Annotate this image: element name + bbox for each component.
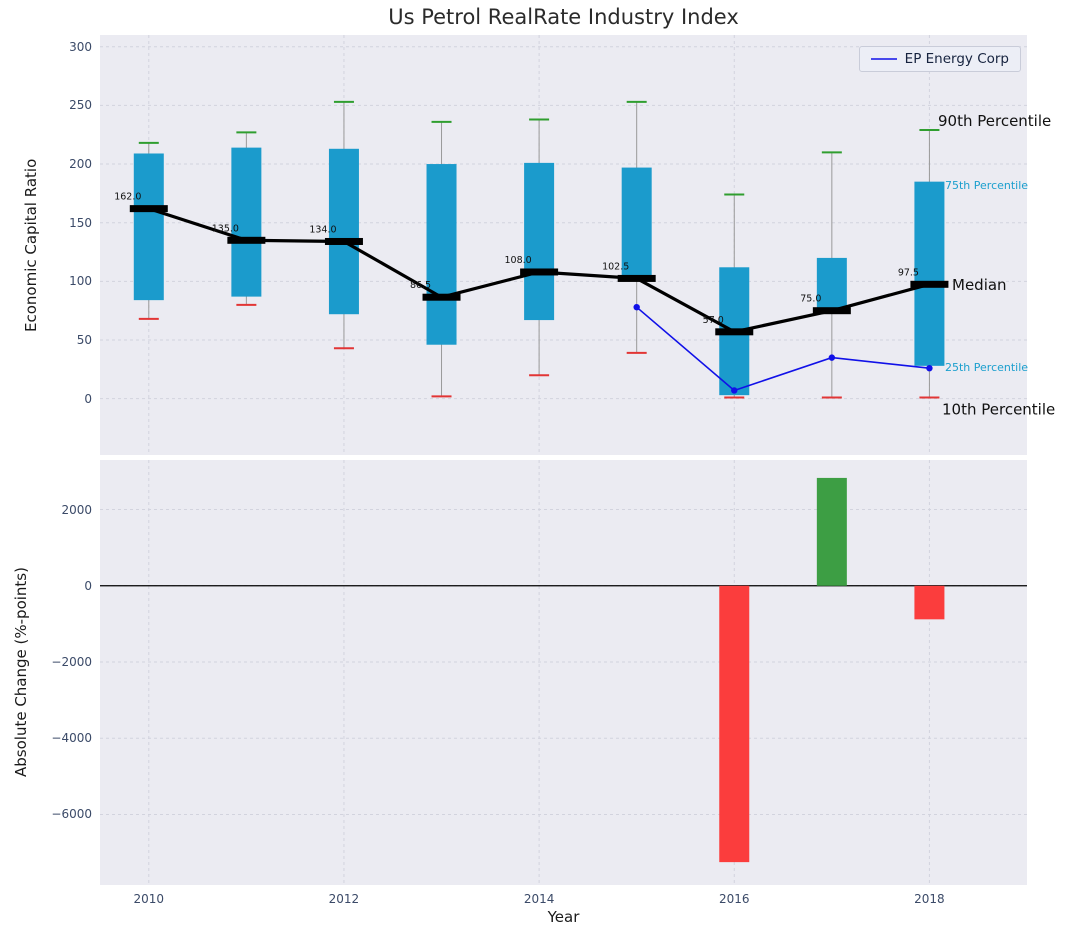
median-value-label: 75.0: [800, 294, 821, 305]
change-bar: [719, 585, 750, 863]
bottom-plot-svg: [100, 460, 1027, 885]
ep-energy-marker: [731, 387, 738, 394]
ep-energy-marker: [633, 303, 640, 311]
percentile-box: [426, 164, 457, 345]
change-bar: [914, 585, 945, 620]
median-marker: [227, 236, 266, 244]
median-value-label: 134.0: [309, 224, 336, 235]
percentile-annotation: 90th Percentile: [938, 112, 1051, 130]
percentile-annotation: 75th Percentile: [945, 179, 1028, 192]
median-marker: [617, 274, 656, 282]
bottom-y-tick-label: 0: [84, 578, 92, 593]
bottom-y-tick-label: 2000: [61, 502, 92, 517]
top-y-tick-label: 100: [69, 274, 92, 289]
x-tick-label: 2012: [328, 892, 360, 906]
bottom-y-tick-label: −6000: [51, 807, 92, 822]
percentile-annotation: 10th Percentile: [942, 400, 1055, 418]
percentile-box: [621, 167, 652, 276]
percentile-annotation: 25th Percentile: [945, 361, 1028, 374]
median-value-label: 57.0: [703, 315, 724, 326]
percentile-box: [816, 257, 847, 314]
percentile-box: [328, 148, 359, 315]
ep-energy-marker: [926, 364, 933, 372]
legend: EP Energy Corp: [858, 46, 1021, 72]
top-y-tick-label: 0: [84, 391, 92, 406]
legend-label: EP Energy Corp: [904, 51, 1009, 67]
top-y-tick-label: 150: [69, 215, 92, 230]
median-value-label: 108.0: [505, 255, 532, 266]
top-plot-area: 162.0 135.0 134.0 86.5 108.0 102.5 57.0 75.0 97.…: [100, 35, 1055, 455]
percentile-annotation: Median: [952, 276, 1007, 294]
top-y-axis-label: Economic Capital Ratio: [22, 158, 40, 332]
median-value-label: 135.0: [212, 223, 239, 234]
top-y-tick-label: 250: [69, 98, 92, 113]
legend-line-icon: [870, 58, 897, 60]
change-bar: [816, 477, 847, 586]
median-marker: [520, 268, 559, 276]
median-marker: [324, 237, 363, 245]
percentile-box: [133, 153, 164, 301]
top-y-tick-label: 200: [69, 157, 92, 172]
x-tick-label: 2014: [523, 892, 555, 906]
median-marker: [910, 280, 949, 288]
percentile-box: [231, 147, 262, 297]
median-value-label: 86.5: [410, 280, 431, 291]
median-value-label: 162.0: [114, 192, 141, 203]
chart-title: Us Petrol RealRate Industry Index: [388, 5, 739, 29]
top-plot-svg: 162.0 135.0 134.0 86.5 108.0 102.5 57.0 75.0 97.…: [100, 35, 1055, 455]
bottom-y-axis-label: Absolute Change (%-points): [12, 567, 30, 778]
ep-energy-marker: [828, 354, 836, 361]
bottom-y-tick-label: −2000: [51, 655, 92, 670]
top-y-tick-label: 300: [69, 39, 92, 54]
median-marker: [812, 307, 851, 315]
top-y-tick-label: 50: [76, 333, 92, 348]
median-marker: [129, 205, 168, 213]
percentile-box: [524, 162, 555, 321]
median-value-label: 102.5: [602, 261, 629, 272]
median-value-label: 97.5: [898, 267, 919, 278]
median-marker: [715, 328, 754, 336]
percentile-box: [914, 181, 945, 366]
bottom-plot-area: [100, 460, 1027, 885]
x-tick-label: 2018: [914, 892, 945, 906]
x-tick-label: 2016: [718, 892, 750, 906]
x-axis-label: Year: [547, 908, 580, 926]
x-tick-label: 2010: [133, 892, 165, 906]
ep-energy-line: [636, 306, 930, 392]
median-marker: [422, 293, 461, 301]
bottom-y-tick-label: −4000: [51, 731, 92, 746]
